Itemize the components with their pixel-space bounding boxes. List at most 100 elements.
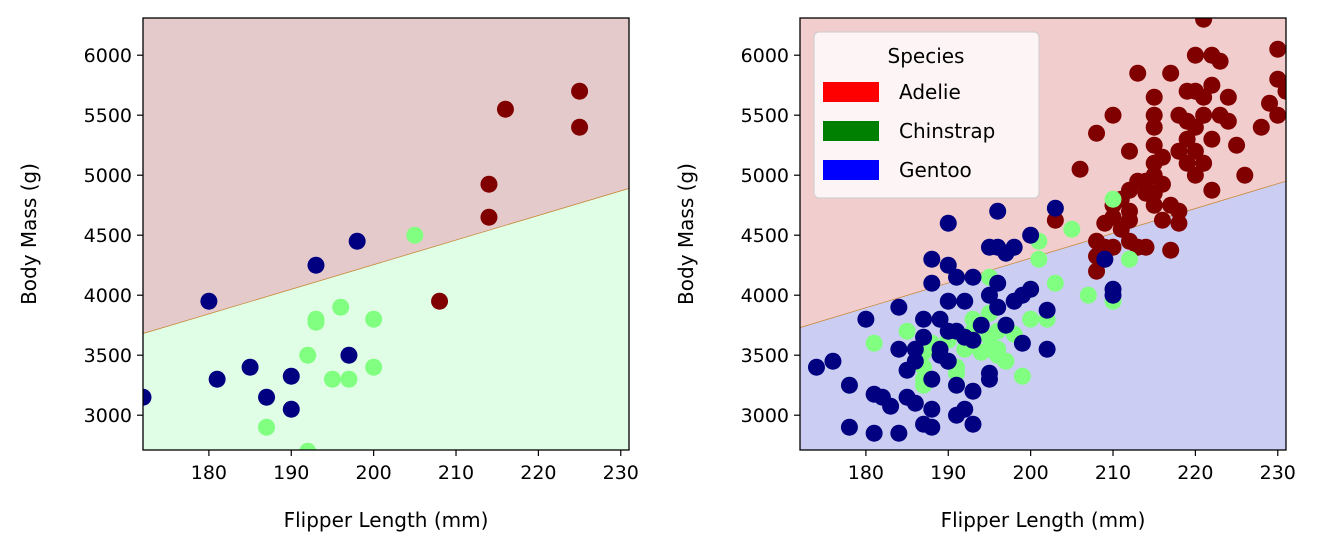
y-tick-label: 4000 bbox=[741, 285, 789, 307]
data-point bbox=[906, 394, 924, 412]
data-point bbox=[1005, 238, 1023, 256]
x-tick-label: 210 bbox=[438, 462, 474, 484]
data-point bbox=[340, 370, 358, 388]
data-point bbox=[989, 202, 1007, 220]
x-tick-label: 180 bbox=[191, 462, 227, 484]
y-axis-label: Body Mass (g) bbox=[17, 163, 41, 305]
data-point bbox=[241, 358, 259, 376]
data-point bbox=[865, 424, 883, 442]
data-point bbox=[1104, 280, 1122, 298]
data-point bbox=[1137, 238, 1155, 256]
data-point bbox=[1170, 142, 1188, 160]
data-point bbox=[939, 292, 957, 310]
region-below-boundary bbox=[143, 188, 629, 450]
data-point bbox=[931, 310, 949, 328]
data-point bbox=[307, 256, 325, 274]
y-tick-label: 5000 bbox=[84, 165, 132, 187]
data-point bbox=[1170, 214, 1188, 232]
data-point bbox=[571, 118, 589, 136]
x-axis-label: Flipper Length (mm) bbox=[941, 508, 1146, 532]
data-point bbox=[1038, 301, 1056, 319]
data-point bbox=[480, 208, 498, 226]
data-point bbox=[989, 274, 1007, 292]
data-point bbox=[1046, 211, 1064, 229]
data-point bbox=[923, 274, 941, 292]
data-point bbox=[340, 346, 358, 364]
data-point bbox=[1269, 70, 1286, 88]
legend-swatch bbox=[823, 121, 879, 141]
data-point bbox=[1178, 154, 1196, 172]
data-point bbox=[1153, 211, 1171, 229]
data-point bbox=[956, 292, 974, 310]
data-point bbox=[840, 418, 858, 436]
data-point bbox=[956, 400, 974, 418]
data-point bbox=[1063, 220, 1081, 238]
data-point bbox=[915, 328, 933, 346]
data-point bbox=[307, 313, 325, 331]
data-point bbox=[1153, 175, 1171, 193]
decision-boundary-line bbox=[143, 188, 629, 334]
data-point bbox=[1277, 82, 1286, 100]
x-tick-label: 210 bbox=[1095, 462, 1131, 484]
data-point bbox=[365, 310, 383, 328]
data-point bbox=[1030, 250, 1048, 268]
data-point bbox=[1013, 367, 1031, 385]
data-point bbox=[1088, 262, 1106, 280]
data-point bbox=[890, 340, 908, 358]
data-point bbox=[1153, 148, 1171, 166]
data-point bbox=[1269, 106, 1286, 124]
legend-entry-label: Chinstrap bbox=[899, 119, 995, 143]
data-point bbox=[923, 370, 941, 388]
data-point bbox=[898, 322, 916, 340]
data-point bbox=[365, 358, 383, 376]
data-point bbox=[1186, 142, 1204, 160]
data-point bbox=[964, 331, 982, 349]
y-tick-label: 3000 bbox=[84, 405, 132, 427]
data-point bbox=[496, 100, 514, 118]
data-point bbox=[208, 370, 226, 388]
data-point bbox=[931, 340, 949, 358]
data-point bbox=[1022, 226, 1040, 244]
data-point bbox=[571, 82, 589, 100]
data-point bbox=[865, 334, 883, 352]
data-point bbox=[1038, 340, 1056, 358]
data-point bbox=[1104, 208, 1122, 226]
data-point bbox=[939, 214, 957, 232]
legend-entry-label: Adelie bbox=[899, 80, 961, 104]
data-point bbox=[1228, 136, 1246, 154]
legend-swatch bbox=[823, 82, 879, 102]
data-point bbox=[1022, 280, 1040, 298]
data-point bbox=[406, 226, 424, 244]
legend-box bbox=[813, 31, 1040, 199]
x-tick-label: 200 bbox=[356, 462, 392, 484]
y-tick-label: 5000 bbox=[741, 165, 789, 187]
data-point bbox=[923, 250, 941, 268]
data-points bbox=[143, 82, 589, 450]
data-point bbox=[480, 175, 498, 193]
data-point bbox=[431, 292, 449, 310]
data-point bbox=[1178, 130, 1196, 148]
data-point bbox=[332, 298, 350, 316]
data-point bbox=[143, 388, 152, 406]
data-point bbox=[1211, 52, 1229, 70]
data-point bbox=[1145, 118, 1163, 136]
y-tick-label: 5500 bbox=[741, 105, 789, 127]
data-point bbox=[1186, 118, 1204, 136]
x-tick-label: 230 bbox=[603, 462, 639, 484]
x-tick-label: 190 bbox=[930, 462, 966, 484]
y-tick-label: 4500 bbox=[741, 225, 789, 247]
data-point bbox=[1162, 64, 1180, 82]
data-point bbox=[948, 268, 966, 286]
y-tick-label: 3500 bbox=[84, 345, 132, 367]
data-point bbox=[915, 310, 933, 328]
data-point bbox=[923, 400, 941, 418]
data-points bbox=[807, 18, 1286, 442]
data-point bbox=[882, 397, 900, 415]
data-point bbox=[1129, 64, 1147, 82]
data-point bbox=[1088, 124, 1106, 142]
data-point bbox=[1162, 241, 1180, 259]
x-tick-label: 220 bbox=[520, 462, 556, 484]
legend: Species Adelie Chinstrap Gentoo bbox=[813, 31, 1040, 199]
y-tick-label: 6000 bbox=[84, 45, 132, 67]
legend-entry-label: Gentoo bbox=[899, 158, 972, 182]
